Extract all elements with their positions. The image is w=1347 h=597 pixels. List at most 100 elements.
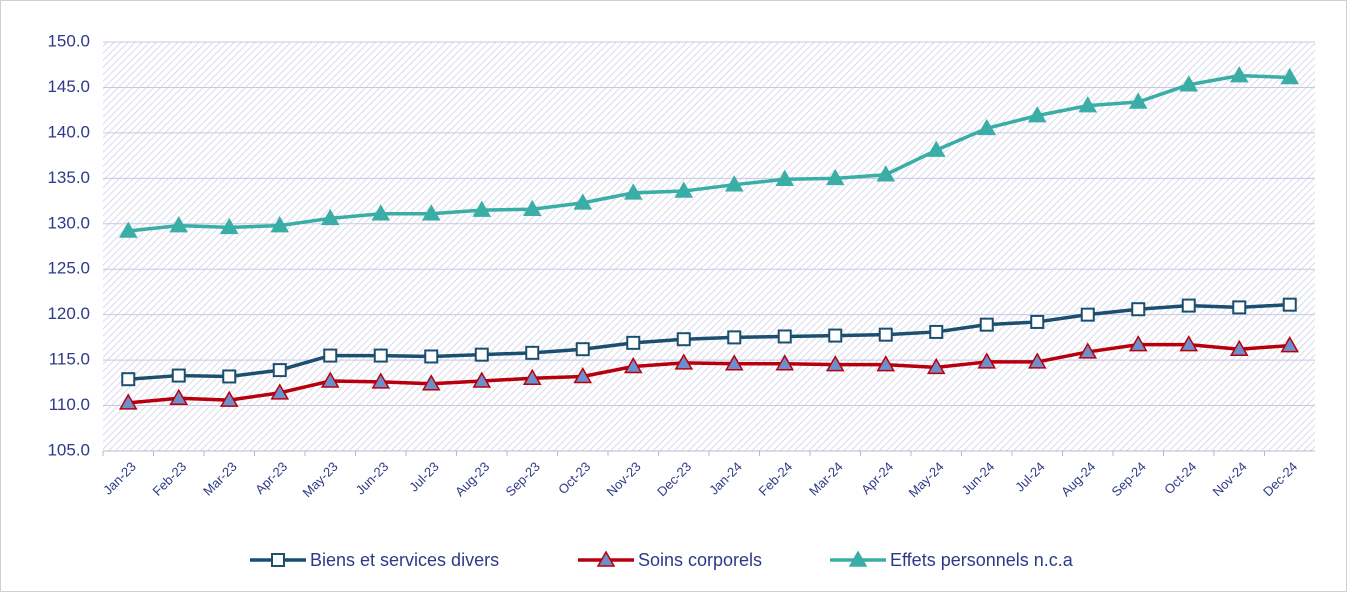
marker — [1080, 307, 1095, 322]
marker — [878, 327, 893, 342]
marker — [674, 181, 694, 198]
legend-label: Soins corporels — [638, 550, 762, 570]
marker — [169, 388, 189, 406]
marker — [573, 193, 593, 210]
marker — [472, 200, 492, 217]
marker — [876, 165, 896, 182]
y-tick-label: 130.0 — [47, 213, 90, 232]
marker — [876, 355, 896, 372]
legend-label: Biens et services divers — [310, 550, 499, 570]
legend-label: Effets personnels n.c.a — [890, 550, 1074, 570]
marker — [724, 175, 744, 192]
marker — [1179, 75, 1199, 92]
marker — [474, 347, 489, 362]
marker — [1128, 335, 1148, 352]
marker — [575, 342, 590, 357]
y-tick-label: 115.0 — [49, 350, 90, 369]
marker — [323, 348, 338, 363]
marker — [676, 332, 691, 347]
marker — [1280, 336, 1300, 353]
marker — [373, 348, 388, 363]
marker — [1179, 335, 1199, 352]
y-tick-label: 125.0 — [47, 259, 90, 278]
marker — [828, 328, 843, 343]
marker — [929, 324, 944, 339]
marker — [522, 199, 542, 216]
series-line — [128, 342, 1290, 405]
marker — [472, 371, 492, 388]
legend-marker — [596, 550, 616, 567]
legend-item: Biens et services divers — [250, 550, 499, 570]
marker — [1027, 106, 1047, 123]
marker — [421, 204, 441, 221]
plot-area — [103, 42, 1315, 451]
marker — [320, 371, 340, 388]
series-line — [128, 73, 1290, 233]
series — [118, 335, 1300, 410]
marker — [1078, 342, 1098, 359]
y-tick-label: 110.0 — [49, 395, 90, 414]
series — [121, 297, 1297, 387]
marker — [825, 168, 845, 186]
marker — [270, 216, 290, 233]
legend-item: Soins corporels — [578, 550, 762, 570]
marker — [623, 183, 643, 200]
marker — [171, 368, 186, 383]
marker — [775, 169, 795, 186]
y-tick-label: 150.0 — [47, 31, 90, 50]
marker — [1280, 67, 1300, 85]
marker — [272, 363, 287, 378]
marker — [421, 374, 441, 391]
marker — [1131, 302, 1146, 317]
marker — [121, 372, 136, 387]
y-tick-label: 145.0 — [47, 77, 90, 96]
marker — [525, 345, 540, 360]
marker — [522, 368, 542, 386]
marker — [977, 118, 997, 136]
marker — [219, 217, 239, 235]
y-tick-label: 140.0 — [47, 122, 90, 141]
marker — [674, 353, 694, 370]
marker — [623, 356, 643, 374]
marker — [724, 354, 744, 371]
marker — [1078, 96, 1098, 113]
marker — [1027, 352, 1047, 369]
marker — [219, 390, 239, 407]
marker — [573, 366, 593, 384]
marker — [926, 357, 946, 375]
marker — [424, 349, 439, 364]
marker — [270, 383, 290, 400]
marker — [371, 204, 391, 221]
marker — [775, 354, 795, 371]
marker — [777, 329, 792, 344]
marker — [979, 317, 994, 332]
marker — [320, 208, 340, 226]
y-tick-label: 105.0 — [47, 440, 90, 459]
marker — [626, 335, 641, 350]
marker — [977, 352, 997, 369]
legend-item: Effets personnels n.c.a — [830, 550, 1074, 570]
marker — [169, 216, 189, 233]
y-tick-label: 135.0 — [47, 168, 90, 187]
marker — [371, 372, 391, 389]
marker — [1030, 314, 1045, 329]
marker — [1181, 298, 1196, 313]
legend-marker — [271, 553, 285, 567]
marker — [926, 140, 946, 157]
series-line — [128, 302, 1290, 381]
marker — [727, 330, 742, 345]
marker — [1232, 300, 1247, 315]
marker — [118, 221, 138, 238]
series — [118, 66, 1300, 238]
y-tick-label: 120.0 — [47, 304, 90, 323]
marker — [825, 355, 845, 372]
marker — [1229, 66, 1249, 83]
legend-marker — [848, 550, 868, 567]
marker — [118, 393, 138, 410]
marker — [1282, 297, 1297, 312]
marker — [222, 369, 237, 384]
marker — [1128, 92, 1148, 109]
marker — [1229, 339, 1249, 356]
